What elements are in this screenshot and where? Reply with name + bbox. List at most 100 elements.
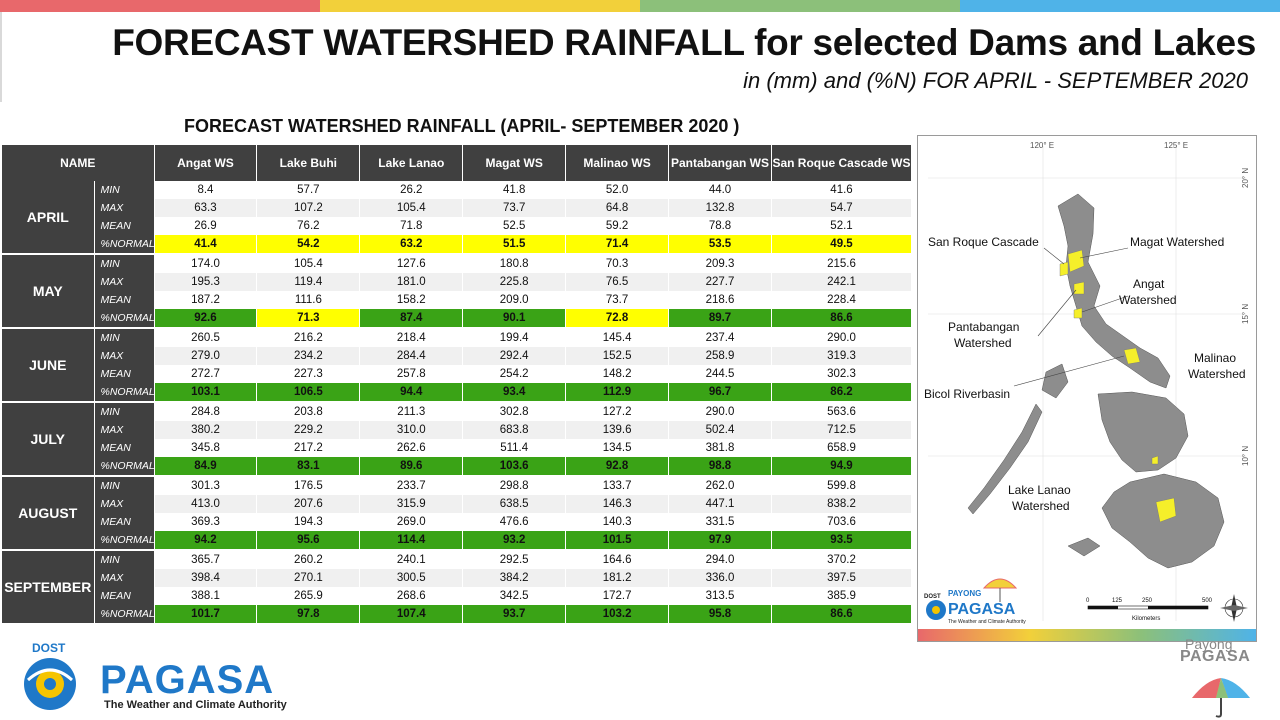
table-cell: 148.2	[565, 365, 670, 383]
table-cell: 262.6	[359, 439, 464, 457]
table-cell: 76.5	[565, 273, 670, 291]
table-cell: 101.7	[154, 605, 258, 625]
column-header: Pantabangan WS	[668, 145, 772, 181]
stat-label: MEAN	[94, 587, 155, 605]
table-cell: 107.4	[359, 605, 464, 625]
table-cell: 272.7	[154, 365, 258, 383]
table-cell: 336.0	[668, 569, 772, 587]
table-row: MEAN 26.9 76.2 71.8 52.5 59.2 78.8 52.1	[2, 217, 912, 235]
table-cell: 203.8	[256, 401, 361, 421]
table-row: MEAN 187.2 111.6 158.2 209.0 73.7 218.6 228.4	[2, 291, 912, 309]
table-cell: 86.6	[771, 309, 912, 329]
label-angat-2: Watershed	[1119, 293, 1177, 307]
table-cell: 41.8	[462, 181, 567, 199]
table-cell: 106.5	[256, 383, 361, 403]
table-cell: 70.3	[565, 253, 670, 273]
table-cell: 342.5	[462, 587, 567, 605]
table-cell: 229.2	[256, 421, 361, 439]
map-logo-tagline: The Weather and Climate Authority	[948, 619, 1026, 625]
stat-label: MAX	[94, 495, 155, 513]
table-cell: 114.4	[359, 531, 464, 551]
san-roque-watershed-area	[1059, 261, 1069, 277]
table-cell: 290.0	[668, 401, 772, 421]
payong-pagasa-label: PAGASA	[1180, 648, 1251, 665]
table-cell: 86.6	[771, 605, 912, 625]
table-cell: 26.2	[359, 181, 464, 199]
stat-label: %NORMAL	[94, 531, 155, 551]
table-cell: 92.8	[565, 457, 670, 477]
rainbow-strip	[918, 629, 1256, 641]
stat-label: MIN	[94, 475, 155, 495]
table-row: MEAN 345.8 217.2 262.6 511.4 134.5 381.8 658.9	[2, 439, 912, 457]
map-svg: 120° E 125° E 20° N 15° N 10° N San Roqu…	[918, 141, 1256, 641]
map-logo-dost: DOST	[924, 594, 941, 600]
month-label: MAY	[2, 253, 95, 329]
column-header: Magat WS	[462, 145, 567, 181]
angat-watershed-area	[1073, 307, 1083, 319]
table-cell: 54.2	[256, 235, 361, 255]
table-cell: 63.2	[359, 235, 464, 255]
table-cell: 127.2	[565, 401, 670, 421]
table-cell: 242.1	[771, 273, 912, 291]
table-cell: 89.7	[668, 309, 772, 329]
table-cell: 41.4	[154, 235, 258, 255]
footer-pagasa-label: PAGASA	[100, 658, 275, 702]
table-cell: 476.6	[462, 513, 567, 531]
table-cell: 94.9	[771, 457, 912, 477]
table-cell: 105.4	[256, 253, 361, 273]
table-title: FORECAST WATERSHED RAINFALL (APRIL- SEPT…	[184, 116, 740, 136]
table-cell: 103.1	[154, 383, 258, 403]
stat-label: MIN	[94, 549, 155, 569]
table-cell: 413.0	[154, 495, 258, 513]
table-cell: 218.4	[359, 327, 464, 347]
magat-watershed-area	[1067, 249, 1085, 273]
page-subtitle: in (mm) and (%N) FOR APRIL - SEPTEMBER 2…	[743, 68, 1248, 93]
table-cell: 388.1	[154, 587, 258, 605]
payong-label: Payong	[1185, 636, 1233, 652]
table-cell: 83.1	[256, 457, 361, 477]
compass-icon	[1220, 594, 1248, 622]
table-row: MAY MIN 174.0 105.4 127.6 180.8 70.3 209.3 215.6	[2, 253, 912, 329]
table-cell: 93.7	[462, 605, 567, 625]
label-malinao: Malinao	[1194, 351, 1236, 365]
table-cell: 111.6	[256, 291, 361, 309]
label-lake-lanao-2: Watershed	[1012, 499, 1070, 513]
mindoro-island	[1041, 363, 1069, 399]
luzon-island	[1057, 193, 1171, 389]
table-cell: 292.5	[462, 549, 567, 569]
stat-label: %NORMAL	[94, 605, 155, 625]
table-row: %NORMAL 101.7 97.8 107.4 93.7 103.2 95.8 86.6	[2, 605, 912, 625]
table-cell: 158.2	[359, 291, 464, 309]
table-cell: 92.6	[154, 309, 258, 329]
table-cell: 216.2	[256, 327, 361, 347]
table-cell: 8.4	[154, 181, 258, 199]
table-header-row: NAME Angat WS Lake Buhi Lake Lanao Magat…	[2, 145, 912, 181]
table-cell: 313.5	[668, 587, 772, 605]
table-cell: 180.8	[462, 253, 567, 273]
table-cell: 93.2	[462, 531, 567, 551]
table-cell: 51.5	[462, 235, 567, 255]
table-cell: 105.4	[359, 199, 464, 217]
table-row: MEAN 369.3 194.3 269.0 476.6 140.3 331.5 703.6	[2, 513, 912, 531]
umbrella-icon	[1192, 678, 1250, 718]
table-row: %NORMAL 92.6 71.3 87.4 90.1 72.8 89.7 86.6	[2, 309, 912, 329]
table-cell: 260.5	[154, 327, 258, 347]
table-cell: 233.7	[359, 475, 464, 495]
top-bar-yellow	[320, 0, 640, 12]
table-cell: 310.0	[359, 421, 464, 439]
table-cell: 257.8	[359, 365, 464, 383]
stat-label: MEAN	[94, 439, 155, 457]
stat-label: MAX	[94, 347, 155, 365]
pagasa-logo-icon	[24, 658, 76, 710]
table-cell: 225.8	[462, 273, 567, 291]
table-cell: 26.9	[154, 217, 258, 235]
table-cell: 254.2	[462, 365, 567, 383]
table-cell: 302.8	[462, 401, 567, 421]
table-cell: 217.2	[256, 439, 361, 457]
callout-line	[1081, 295, 1129, 313]
column-header: Angat WS	[154, 145, 258, 181]
column-header: Lake Buhi	[256, 145, 361, 181]
watershed-map: 120° E 125° E 20° N 15° N 10° N San Roqu…	[917, 135, 1257, 642]
scale-bar-segment	[1088, 606, 1118, 609]
table-row: MAX 279.0 234.2 284.4 292.4 152.5 258.9 319.3	[2, 347, 912, 365]
